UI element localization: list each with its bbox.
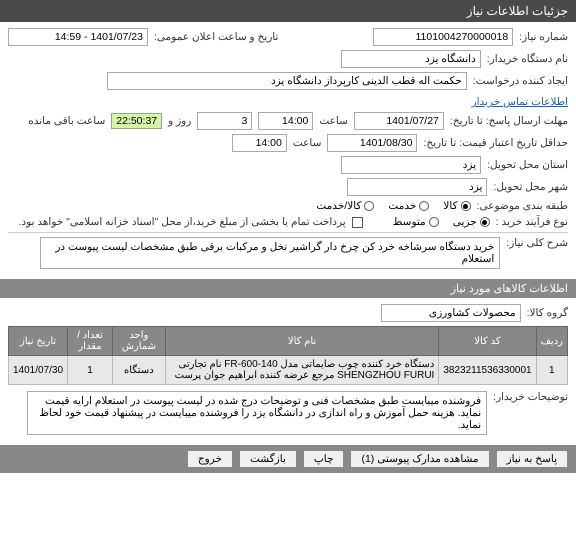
hours-remaining: 22:50:37 (111, 113, 162, 129)
announce-datetime-label: تاریخ و ساعت اعلان عمومی: (154, 31, 278, 43)
table-header-cell: تاریخ نیاز (9, 327, 68, 356)
subject-radio-0[interactable]: کالا (443, 200, 470, 212)
delivery-province-value: یزد (341, 156, 481, 174)
footer-button-1[interactable]: مشاهده مدارک پیوستی (1) (350, 450, 489, 468)
payment-checkbox[interactable] (352, 217, 363, 228)
buyer-contact-link[interactable]: اطلاعات تماس خریدار (472, 96, 568, 108)
buyer-desc-label: توضیحات خریدار: (493, 391, 568, 403)
price-validity-date: 1401/08/30 (327, 134, 417, 152)
footer-button-4[interactable]: خروج (187, 450, 233, 468)
subject-class-label: طبقه بندی موضوعی: (477, 200, 568, 212)
footer-bar: پاسخ به نیاز مشاهده مدارک پیوستی (1) چاپ با… (0, 445, 576, 473)
radio-label: متوسط (393, 216, 426, 228)
device-name-value: دانشگاه یزد (341, 50, 481, 68)
buyer-desc-value: فروشنده میبایست طبق مشخصات فنی و توضیحات… (27, 391, 487, 435)
request-number-label: شماره نیاز: (519, 31, 568, 43)
table-header-cell: نام کالا (165, 327, 439, 356)
table-cell: 3823211536330001 (439, 356, 536, 385)
response-deadline-date: 1401/07/27 (354, 112, 444, 130)
items-section-title: اطلاعات کالاهای مورد نیاز (0, 279, 576, 298)
window-title: جزئیات اطلاعات نیاز (467, 4, 568, 18)
remaining-label: ساعت باقی مانده (28, 115, 105, 127)
creator-value: حکمت اله قطب الدینی کارپرداز دانشگاه یزد (107, 72, 467, 90)
process-radio-0[interactable]: جزیی (453, 216, 490, 228)
footer-button-2[interactable]: چاپ (303, 450, 345, 468)
price-validity-time: 14:00 (232, 134, 287, 152)
delivery-province-label: استان محل تحویل: (487, 159, 568, 171)
price-validity-label: حداقل تاریخ اعتبار قیمت: تا تاریخ: (423, 137, 568, 149)
radio-label: کالا (443, 200, 457, 212)
days-label: روز و (168, 115, 191, 127)
radio-dot-icon (461, 201, 471, 211)
table-cell: 1401/07/30 (9, 356, 68, 385)
subject-radio-2[interactable]: کالا/خدمت (316, 200, 374, 212)
payment-note: پرداخت تمام یا بخشی از مبلغ خرید،از محل … (19, 216, 346, 228)
response-deadline-label: مهلت ارسال پاسخ: تا تاریخ: (450, 115, 568, 127)
announce-datetime-value: 1401/07/23 - 14:59 (8, 28, 148, 46)
price-time-label: ساعت (293, 137, 322, 149)
delivery-city-label: شهر محل تحویل: (493, 181, 568, 193)
radio-label: جزیی (453, 216, 477, 228)
radio-dot-icon (480, 217, 490, 227)
general-desc-value: خرید دستگاه سرشاخه خرد کن چرخ دار گراشیر… (40, 237, 500, 269)
radio-dot-icon (419, 201, 429, 211)
delivery-city-value: یزد (347, 178, 487, 196)
subject-radio-1[interactable]: خدمت (388, 200, 429, 212)
days-remaining: 3 (197, 112, 252, 130)
table-header-cell: کد کالا (439, 327, 536, 356)
table-header-row: ردیفکد کالانام کالاواحد شمارشتعداد / مقد… (9, 327, 568, 356)
radio-dot-icon (429, 217, 439, 227)
main-form: شماره نیاز: 1101004270000018 تاریخ و ساع… (0, 22, 576, 279)
general-desc-label: شرح کلی نیاز: (506, 237, 568, 249)
table-header-cell: تعداد / مقدار (68, 327, 113, 356)
radio-label: کالا/خدمت (316, 200, 361, 212)
table-header-cell: واحد شمارش (112, 327, 165, 356)
response-deadline-time: 14:00 (258, 112, 313, 130)
radio-dot-icon (364, 201, 374, 211)
table-cell: 1 (536, 356, 567, 385)
footer-button-0[interactable]: پاسخ به نیاز (496, 450, 568, 468)
response-time-label: ساعت (319, 115, 348, 127)
creator-label: ایجاد کننده درخواست: (473, 75, 568, 87)
process-radio-1[interactable]: متوسط (393, 216, 439, 228)
items-content: گروه کالا: محصولات کشاورزی ردیفکد کالانا… (0, 298, 576, 445)
purchase-process-radios: جزیی متوسط (393, 216, 490, 228)
table-row: 13823211536330001دستگاه خرد کننده چوب صا… (9, 356, 568, 385)
footer-button-3[interactable]: بازگشت (239, 450, 297, 468)
window-title-bar: جزئیات اطلاعات نیاز (0, 0, 576, 22)
table-cell: دستگاه خرد کننده چوب صایماتی مدل FR-600-… (165, 356, 439, 385)
request-number-value: 1101004270000018 (373, 28, 513, 46)
table-cell: دستگاه (112, 356, 165, 385)
subject-class-radios: کالا خدمت کالا/خدمت (316, 200, 470, 212)
separator (8, 232, 568, 233)
goods-group-value: محصولات کشاورزی (381, 304, 521, 322)
purchase-process-label: نوع فرآیند خرید : (496, 216, 568, 228)
goods-group-label: گروه کالا: (527, 307, 568, 319)
table-header-cell: ردیف (536, 327, 567, 356)
table-cell: 1 (68, 356, 113, 385)
device-name-label: نام دستگاه خریدار: (487, 53, 568, 65)
table-body: 13823211536330001دستگاه خرد کننده چوب صا… (9, 356, 568, 385)
items-table: ردیفکد کالانام کالاواحد شمارشتعداد / مقد… (8, 326, 568, 385)
radio-label: خدمت (388, 200, 416, 212)
